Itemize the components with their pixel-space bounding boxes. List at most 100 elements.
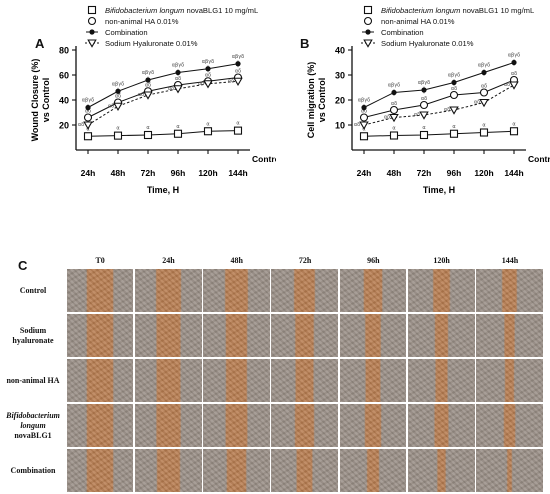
x-tick-label: 48h: [111, 168, 126, 178]
micrograph-cell: [271, 268, 339, 312]
micrograph-cell: [134, 313, 202, 357]
data-point: [511, 59, 517, 66]
data-point: [83, 121, 93, 130]
data-point: [391, 89, 397, 96]
column-label: 24h: [162, 256, 175, 265]
data-point: [83, 113, 93, 122]
legend-label: Sodium Hyaluronate 0.01%: [381, 39, 474, 48]
significance-label: αδ: [205, 72, 211, 78]
legend-marker: [87, 16, 97, 26]
significance-label: αδ: [504, 82, 510, 88]
series-2: αβγδ αβγδ αβγδ αβγδ αβγδ αβγδ: [358, 53, 521, 111]
significance-label: α: [512, 121, 516, 127]
column-label: T0: [95, 256, 105, 265]
data-point: [481, 69, 487, 76]
legend-label: Bifidobacterium longum novaBLG1 10 mg/mL: [381, 6, 534, 15]
data-point: [173, 85, 183, 94]
significance-label: αδ: [78, 122, 84, 128]
series-line: [363, 130, 515, 137]
row-label: Control: [0, 268, 66, 313]
legend-item: Combination: [86, 28, 148, 37]
legend-marker: [89, 29, 95, 35]
significance-label: α: [422, 125, 426, 131]
control-label: Control: [252, 154, 276, 164]
row-label-line: novaBLG1: [14, 430, 52, 440]
series-line: [87, 77, 239, 118]
legend-label-rest: novaBLG1 10 mg/mL: [184, 6, 258, 15]
y-tick-label: 20: [59, 121, 69, 131]
column-label: 96h: [367, 256, 380, 265]
legend-label: Sodium Hyaluronate 0.01%: [105, 39, 198, 48]
legend-item: Combination: [362, 28, 424, 37]
series-3: αδ αδ αδ αδ αδ αδ: [354, 81, 519, 130]
row-label: non-animal HA: [0, 358, 66, 403]
data-point: [359, 113, 369, 122]
legend-item: Sodium Hyaluronate 0.01%: [85, 39, 198, 48]
micrograph-cell: [203, 403, 270, 447]
legend-label: Combination: [381, 28, 424, 37]
legend-label-italic: Bifidobacterium longum: [105, 6, 184, 15]
x-tick-label: 48h: [387, 168, 402, 178]
micrograph-cell: [408, 403, 475, 447]
micrograph-grid: T0 24h 48h 72h 96h 120h 144h Control Sodium hyalu…: [0, 252, 550, 494]
data-point: [113, 102, 123, 111]
data-point: [115, 88, 121, 94]
row-label: Sodium hyaluronate: [0, 313, 66, 358]
micrograph-cell: [203, 268, 270, 312]
significance-label: αδ: [451, 86, 457, 92]
data-point: [389, 113, 399, 123]
data-point: [203, 80, 213, 89]
micrograph-cell: [203, 313, 270, 357]
data-point: [173, 129, 183, 138]
x-axis-label: Time, H: [147, 185, 179, 195]
data-point: [203, 127, 213, 136]
legend-item: Sodium Hyaluronate 0.01%: [361, 39, 474, 48]
row-label: Combination: [0, 448, 66, 493]
y-tick-label: 40: [335, 46, 345, 56]
significance-label: αδ: [391, 101, 397, 107]
significance-label: αβγδ: [508, 53, 521, 59]
series-line: [363, 62, 515, 108]
micrograph-cell: [66, 448, 134, 492]
significance-label: αδ: [474, 100, 480, 106]
significance-label: α: [452, 124, 456, 130]
legend-label: Combination: [105, 28, 148, 37]
legend-marker: [363, 16, 373, 26]
significance-label: αδ: [175, 76, 181, 82]
panel-label-b: B: [300, 36, 310, 51]
row-label-line: longum: [20, 420, 46, 430]
data-point: [479, 98, 489, 108]
significance-label: α: [146, 125, 150, 131]
data-point: [205, 66, 211, 72]
significance-label: αδ: [145, 82, 151, 88]
row-label-line: Bifidobacterium: [6, 410, 60, 420]
x-tick-label: 24h: [81, 168, 96, 178]
significance-label: α: [176, 124, 180, 130]
control-label: Control: [528, 154, 550, 164]
data-point: [389, 105, 399, 115]
panel-label-c: C: [18, 258, 28, 273]
legend-label-italic: Bifidobacterium longum: [381, 6, 460, 15]
micrograph-cell: [134, 448, 202, 492]
significance-label: αδ: [511, 71, 517, 77]
column-label: 144h: [501, 256, 519, 265]
significance-label: αδ: [444, 107, 450, 113]
legend-marker: [87, 5, 97, 15]
legend-label: Bifidobacterium longum novaBLG1 10 mg/mL: [105, 6, 258, 15]
significance-label: αβγδ: [172, 63, 185, 69]
chart-b: Bifidobacterium longum novaBLG1 10 mg/mL…: [306, 5, 550, 195]
data-point: [389, 131, 399, 140]
significance-label: α: [116, 126, 120, 132]
data-point: [509, 127, 519, 136]
x-tick-label: 144h: [504, 168, 523, 178]
micrograph-cell: [476, 268, 544, 312]
significance-label: α: [392, 126, 396, 132]
micrograph-cell: [66, 358, 134, 402]
micrograph-cell: [271, 358, 339, 402]
significance-label: α: [206, 121, 210, 127]
significance-label: αδ: [85, 109, 91, 115]
significance-label: αβγδ: [388, 83, 401, 89]
legend-marker: [87, 39, 97, 48]
